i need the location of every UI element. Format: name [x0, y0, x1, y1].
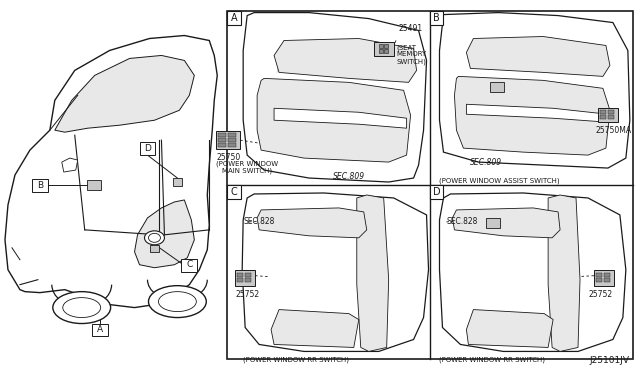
Bar — [227, 185, 241, 199]
Polygon shape — [274, 108, 406, 128]
Bar — [598, 108, 618, 122]
Bar — [608, 115, 614, 119]
Ellipse shape — [53, 292, 111, 324]
Text: B: B — [433, 13, 440, 23]
Bar — [596, 278, 602, 282]
Bar — [429, 185, 444, 199]
Polygon shape — [467, 104, 608, 122]
Text: (POWER WINDOW RR SWITCH): (POWER WINDOW RR SWITCH) — [440, 356, 545, 363]
Polygon shape — [62, 158, 77, 172]
Text: J25101JV: J25101JV — [590, 356, 630, 365]
Bar — [486, 218, 500, 228]
Text: C: C — [186, 260, 193, 269]
Polygon shape — [274, 39, 417, 82]
Ellipse shape — [148, 286, 206, 318]
Polygon shape — [257, 78, 411, 162]
Text: SEC.809: SEC.809 — [333, 172, 365, 181]
Polygon shape — [5, 35, 217, 308]
Bar — [140, 142, 156, 155]
Polygon shape — [452, 208, 560, 238]
Polygon shape — [257, 208, 367, 238]
Bar — [218, 138, 226, 142]
Bar — [379, 49, 383, 54]
Text: MAIN SWITCH): MAIN SWITCH) — [222, 167, 273, 174]
Text: MEMORY: MEMORY — [397, 51, 427, 57]
Bar — [245, 273, 251, 277]
Bar — [596, 273, 602, 277]
Bar — [32, 179, 48, 192]
Bar — [218, 133, 226, 137]
Text: 25752: 25752 — [589, 290, 613, 299]
Text: (POWER WINDOW RR SWITCH): (POWER WINDOW RR SWITCH) — [243, 356, 349, 363]
Text: SEC.828: SEC.828 — [243, 217, 275, 227]
Text: (POWER WINDOW: (POWER WINDOW — [216, 160, 278, 167]
Bar — [227, 10, 633, 359]
Text: C: C — [231, 187, 237, 197]
Bar — [237, 278, 243, 282]
Bar — [173, 178, 182, 186]
Ellipse shape — [63, 298, 100, 318]
Text: 25750: 25750 — [216, 153, 241, 162]
Bar — [235, 270, 255, 286]
Polygon shape — [271, 310, 359, 347]
Bar — [181, 259, 197, 272]
Text: SWITCH): SWITCH) — [397, 58, 426, 65]
Bar — [150, 245, 159, 252]
Polygon shape — [242, 193, 429, 352]
Bar — [600, 110, 606, 114]
Text: (POWER WINDOW ASSIST SWITCH): (POWER WINDOW ASSIST SWITCH) — [440, 177, 560, 183]
Ellipse shape — [159, 292, 196, 312]
Bar — [245, 278, 251, 282]
Bar — [374, 42, 394, 57]
Text: SEC.809: SEC.809 — [470, 158, 502, 167]
Polygon shape — [440, 193, 626, 352]
Ellipse shape — [145, 231, 164, 245]
Text: D: D — [433, 187, 440, 197]
Polygon shape — [467, 36, 610, 76]
Text: SEC.828: SEC.828 — [447, 217, 478, 227]
Polygon shape — [454, 76, 610, 155]
Bar — [490, 82, 504, 92]
Bar — [429, 10, 444, 25]
Bar — [384, 45, 388, 48]
Text: A: A — [97, 325, 103, 334]
Polygon shape — [356, 195, 388, 352]
Bar — [608, 110, 614, 114]
Bar — [228, 138, 236, 142]
Bar — [604, 273, 610, 277]
Text: D: D — [144, 144, 151, 153]
Bar — [237, 273, 243, 277]
Bar — [604, 278, 610, 282]
Bar — [594, 270, 614, 286]
Ellipse shape — [148, 233, 161, 242]
Bar — [379, 45, 383, 48]
Bar — [227, 10, 241, 25]
Polygon shape — [243, 13, 426, 182]
Text: (SEAT: (SEAT — [397, 45, 417, 51]
Text: 25752: 25752 — [235, 290, 259, 299]
Bar — [216, 131, 240, 149]
Polygon shape — [134, 200, 195, 268]
Bar — [228, 143, 236, 147]
Bar — [218, 143, 226, 147]
Bar — [600, 115, 606, 119]
Text: A: A — [231, 13, 237, 23]
Polygon shape — [55, 55, 195, 132]
Bar — [86, 180, 100, 190]
Polygon shape — [440, 13, 630, 168]
Text: B: B — [37, 180, 43, 189]
Polygon shape — [467, 310, 553, 347]
Text: 25491: 25491 — [399, 23, 423, 32]
Text: 25750MA: 25750MA — [596, 126, 632, 135]
Bar — [92, 324, 108, 337]
Bar — [384, 49, 388, 54]
Bar — [228, 133, 236, 137]
Polygon shape — [548, 195, 580, 352]
